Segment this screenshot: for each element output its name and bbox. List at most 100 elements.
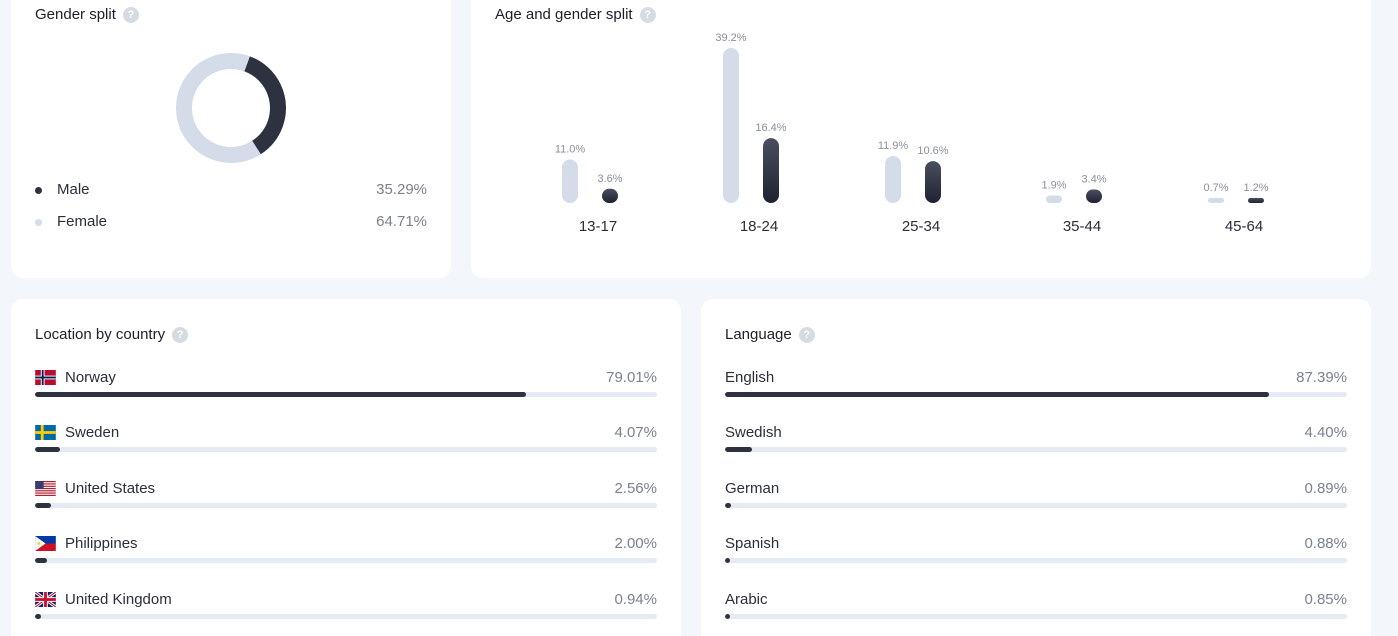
country-label: Sweden	[35, 424, 119, 441]
bar-25-34-series-2	[925, 161, 941, 203]
data-label: 1.2%	[1243, 182, 1268, 194]
progress-track	[35, 447, 657, 452]
data-label: 0.7%	[1203, 182, 1228, 194]
donut-slice-male	[176, 53, 286, 163]
bar-13-17-series-1	[562, 159, 578, 203]
country-value: 2.56%	[614, 480, 657, 497]
data-label: 16.4%	[755, 122, 786, 134]
gender-donut-chart	[176, 53, 286, 163]
progress-fill	[35, 392, 527, 397]
country-name: Philippines	[65, 535, 138, 552]
bar-45-64-series-2	[1248, 198, 1264, 203]
data-label: 3.6%	[597, 173, 622, 185]
location-by-country-title-text: Location by country	[35, 326, 166, 343]
progress-track	[725, 503, 1347, 508]
country-name: United Kingdom	[65, 591, 172, 608]
progress-track	[725, 447, 1347, 452]
age-gender-split-title: Age and gender split ?	[495, 6, 656, 23]
female-dot-icon	[35, 219, 42, 226]
help-icon[interactable]: ?	[798, 326, 815, 343]
country-name: Norway	[65, 369, 116, 386]
progress-fill	[35, 614, 41, 619]
age-gender-bar-chart: 11.0% 3.6% 13-17 39.2% 16.4% 18-24 11.9% 10.6% 2…	[555, 32, 1269, 235]
progress-fill	[35, 503, 51, 508]
legend-value: 35.29%	[376, 181, 427, 198]
location-by-country-card: Location by country ? Norway 79.01% Swed…	[11, 299, 681, 636]
country-row-united-states: United States 2.56%	[35, 476, 657, 516]
progress-track	[35, 558, 657, 563]
help-icon[interactable]: ?	[172, 326, 189, 343]
country-label: Norway	[35, 369, 116, 386]
help-icon[interactable]: ?	[122, 6, 139, 23]
country-label: Philippines	[35, 535, 138, 552]
country-label: United Kingdom	[35, 591, 172, 608]
legend-item-female: Female 64.71%	[35, 212, 427, 232]
language-card: Language ? English 87.39% Swedish 4.40% …	[701, 299, 1371, 636]
progress-fill	[35, 558, 48, 563]
language-row-english: English 87.39%	[725, 365, 1347, 405]
bar-35-44-series-1	[1046, 195, 1062, 203]
progress-fill	[725, 447, 753, 452]
location-by-country-title: Location by country ?	[35, 326, 189, 343]
data-label: 10.6%	[917, 145, 948, 157]
bar-35-44-series-2	[1086, 189, 1102, 203]
language-value: 0.85%	[1304, 591, 1347, 608]
country-value: 0.94%	[614, 591, 657, 608]
language-row-spanish: Spanish 0.88%	[725, 531, 1347, 571]
progress-fill	[725, 503, 731, 508]
legend-label: Male	[57, 181, 90, 198]
country-row-norway: Norway 79.01%	[35, 365, 657, 405]
help-icon[interactable]: ?	[639, 6, 656, 23]
language-row-german: German 0.89%	[725, 476, 1347, 516]
bar-45-64-series-1	[1208, 198, 1224, 203]
language-label: German	[725, 480, 780, 497]
language-value: 0.89%	[1304, 480, 1347, 497]
progress-track	[35, 392, 657, 397]
progress-track	[35, 614, 657, 619]
legend-item-male: Male 35.29%	[35, 180, 427, 200]
country-row-philippines: Philippines 2.00%	[35, 531, 657, 571]
progress-track	[725, 558, 1347, 563]
progress-fill	[725, 392, 1269, 397]
progress-track	[725, 392, 1347, 397]
progress-fill	[725, 614, 731, 619]
tick-label: 25-34	[902, 218, 940, 235]
progress-fill	[35, 447, 61, 452]
country-label: United States	[35, 480, 155, 497]
country-name: Sweden	[65, 424, 120, 441]
tick-label: 35-44	[1063, 218, 1101, 235]
data-label: 11.9%	[878, 140, 909, 152]
language-row-arabic: Arabic 0.85%	[725, 587, 1347, 627]
language-label: English	[725, 369, 775, 386]
age-gender-split-card: Age and gender split ? 11.0% 3.6% 13-17 39.…	[471, 0, 1371, 278]
gb-flag-icon	[35, 592, 56, 607]
bar-25-34-series-1	[885, 155, 901, 203]
male-dot-icon	[35, 187, 42, 194]
bar-13-17-series-2	[602, 188, 618, 203]
language-row-swedish: Swedish 4.40%	[725, 420, 1347, 460]
se-flag-icon	[35, 425, 56, 440]
progress-track	[725, 614, 1347, 619]
age-gender-split-title-text: Age and gender split	[495, 6, 633, 23]
country-row-sweden: Sweden 4.07%	[35, 420, 657, 460]
country-value: 2.00%	[614, 535, 657, 552]
gender-split-title: Gender split ?	[35, 6, 139, 23]
gender-split-card: Gender split ? Male 35.29% Female 64.71%	[11, 0, 451, 278]
language-title: Language ?	[725, 326, 815, 343]
language-label: Arabic	[725, 591, 768, 608]
tick-label: 45-64	[1225, 218, 1263, 235]
language-value: 0.88%	[1304, 535, 1347, 552]
language-title-text: Language	[725, 326, 792, 343]
country-name: United States	[65, 480, 156, 497]
data-label: 39.2%	[715, 32, 746, 44]
bar-18-24-series-2	[763, 138, 779, 203]
ph-flag-icon	[35, 536, 56, 551]
data-label: 11.0%	[555, 144, 586, 156]
legend-value: 64.71%	[376, 213, 427, 230]
progress-track	[35, 503, 657, 508]
legend-label: Female	[57, 213, 108, 230]
data-label: 1.9%	[1041, 179, 1066, 191]
tick-label: 13-17	[579, 218, 617, 235]
language-label: Swedish	[725, 424, 782, 441]
language-value: 4.40%	[1304, 424, 1347, 441]
